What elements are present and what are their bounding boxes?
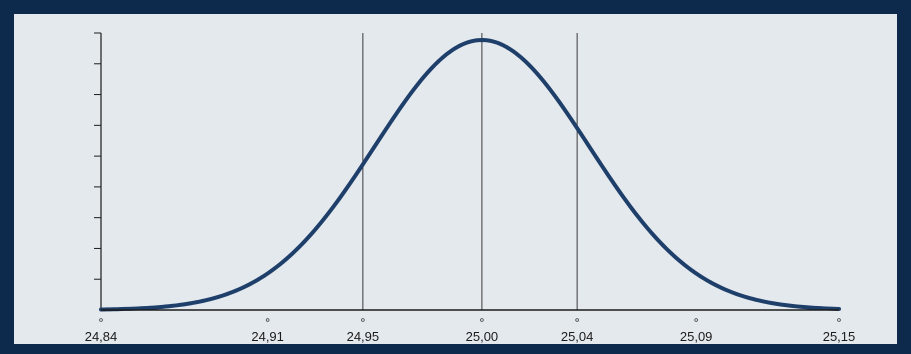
x-tick-label: 25,00 (466, 329, 499, 344)
y-axis (94, 32, 102, 310)
curve-layer (99, 38, 841, 312)
x-tick-marker (837, 318, 841, 322)
x-tick-label: 25,04 (561, 329, 594, 344)
x-tick-marker (575, 318, 579, 322)
x-tick-marker (265, 318, 270, 322)
distribution-curve (99, 38, 841, 312)
x-tick-label: 24,91 (251, 329, 284, 344)
x-tick-marker (694, 318, 698, 322)
x-tick-marker (480, 318, 484, 322)
x-tick-marker (361, 318, 365, 322)
x-tick-label: 24,84 (85, 329, 118, 344)
x-tick-label: 25,15 (823, 329, 856, 344)
x-axis: 24,84 24,91 24,95 25,00 25,04 25,09 25,15 (85, 309, 856, 344)
x-tick-marker (99, 318, 103, 322)
x-tick-label: 25,09 (680, 329, 713, 344)
chart-panel (14, 14, 897, 344)
reference-lines (362, 33, 578, 310)
x-tick-label: 24,95 (347, 329, 380, 344)
